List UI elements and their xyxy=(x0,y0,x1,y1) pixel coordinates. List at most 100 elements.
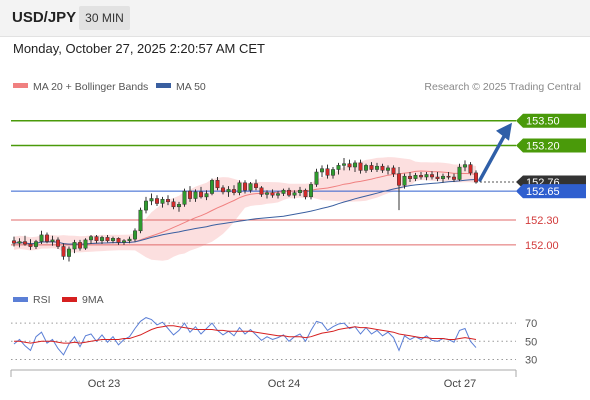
rsi-tick-label: 30 xyxy=(525,354,537,366)
candle xyxy=(287,187,291,197)
top-bar: USD/JPY 30 MIN xyxy=(0,0,590,37)
candle xyxy=(56,237,60,250)
forecast-arrow-head xyxy=(496,122,512,141)
candle xyxy=(39,230,44,245)
candle-body xyxy=(193,191,198,199)
candle-body xyxy=(386,167,390,171)
candle-body xyxy=(347,163,352,168)
candle xyxy=(281,188,286,197)
candle xyxy=(226,186,231,197)
attribution: Research © 2025 Trading Central xyxy=(424,81,581,93)
candle-body xyxy=(34,241,38,247)
legend-swatch-ma20 xyxy=(13,83,28,88)
candle xyxy=(144,196,148,214)
candle xyxy=(331,167,335,179)
candle-body xyxy=(254,183,258,188)
timestamp: Monday, October 27, 2025 2:20:57 AM CET xyxy=(13,41,265,56)
candle-body xyxy=(78,242,82,249)
rsi-line xyxy=(13,317,477,356)
candle xyxy=(463,160,467,172)
candle xyxy=(155,195,159,206)
candle-body xyxy=(342,163,346,166)
candle-body xyxy=(116,238,121,243)
candle xyxy=(50,235,55,246)
key-levels xyxy=(11,119,516,246)
candle xyxy=(182,188,187,207)
rsi-panel: 70 50 30 xyxy=(11,317,537,366)
candle xyxy=(358,159,363,174)
candle-body xyxy=(287,189,291,196)
candle xyxy=(133,228,137,242)
candle xyxy=(193,189,198,202)
candle-body xyxy=(402,175,407,186)
candle-body xyxy=(45,234,49,242)
candle xyxy=(430,171,434,180)
candle xyxy=(127,236,132,244)
candle-body xyxy=(358,162,363,171)
candle xyxy=(28,239,33,250)
candle xyxy=(199,186,203,199)
candle xyxy=(402,173,407,189)
candle-body xyxy=(463,164,467,168)
candle xyxy=(408,172,412,182)
candle-body xyxy=(281,189,286,194)
candle xyxy=(12,236,16,247)
candle xyxy=(160,196,165,208)
candle-body xyxy=(23,241,27,245)
candle-body xyxy=(127,238,132,242)
candle xyxy=(336,162,341,175)
candle xyxy=(61,243,66,260)
candle-body xyxy=(56,239,60,247)
rsi-tick-label: 50 xyxy=(525,336,537,348)
candle-body xyxy=(149,198,154,202)
candle-body xyxy=(204,193,209,198)
candle-body xyxy=(232,189,236,193)
candle-body xyxy=(413,175,418,179)
candle xyxy=(364,163,368,173)
candle xyxy=(468,162,473,176)
candle xyxy=(23,235,27,246)
candles xyxy=(12,157,478,262)
rsi-legend: RSI 9MA xyxy=(13,294,104,306)
candle-body xyxy=(111,238,115,242)
candle xyxy=(171,198,176,210)
candle-body xyxy=(331,169,335,176)
candle-body xyxy=(89,236,93,241)
candle-body xyxy=(177,204,181,208)
candle-body xyxy=(397,173,401,186)
resistance-tag xyxy=(516,138,586,153)
symbol-label: USD/JPY xyxy=(12,9,77,26)
candle-body xyxy=(72,242,77,250)
candle-body xyxy=(452,176,456,180)
candle-body xyxy=(160,199,165,204)
rsi-tick-label: 70 xyxy=(525,318,537,330)
legend-label-rsi: RSI xyxy=(33,294,51,306)
resistance-label: 153.20 xyxy=(526,141,560,153)
candle-body xyxy=(182,190,187,205)
candle-body xyxy=(210,180,214,194)
candle xyxy=(380,163,385,173)
candle xyxy=(254,179,258,191)
level-labels: 153.50153.20152.65152.30152.00152.76152.… xyxy=(478,113,586,252)
candle xyxy=(320,165,324,177)
rsi-ma9-line xyxy=(14,325,477,344)
candle xyxy=(457,163,462,182)
candle xyxy=(391,165,396,177)
candle xyxy=(78,239,82,251)
candle-body xyxy=(215,180,220,189)
candle-body xyxy=(474,172,478,183)
x-axis: Oct 23 Oct 24 Oct 27 xyxy=(10,369,517,390)
candle xyxy=(83,238,88,250)
timeframe-button[interactable]: 30 MIN xyxy=(79,6,130,30)
candle-body xyxy=(171,201,176,208)
candle-body xyxy=(133,230,137,240)
candle-body xyxy=(270,192,275,196)
candle-body xyxy=(320,168,324,173)
candle-body xyxy=(276,193,280,196)
candle-body xyxy=(298,189,302,193)
candle xyxy=(353,160,357,173)
candle xyxy=(116,237,121,245)
candle xyxy=(67,246,71,262)
candle xyxy=(105,234,110,243)
